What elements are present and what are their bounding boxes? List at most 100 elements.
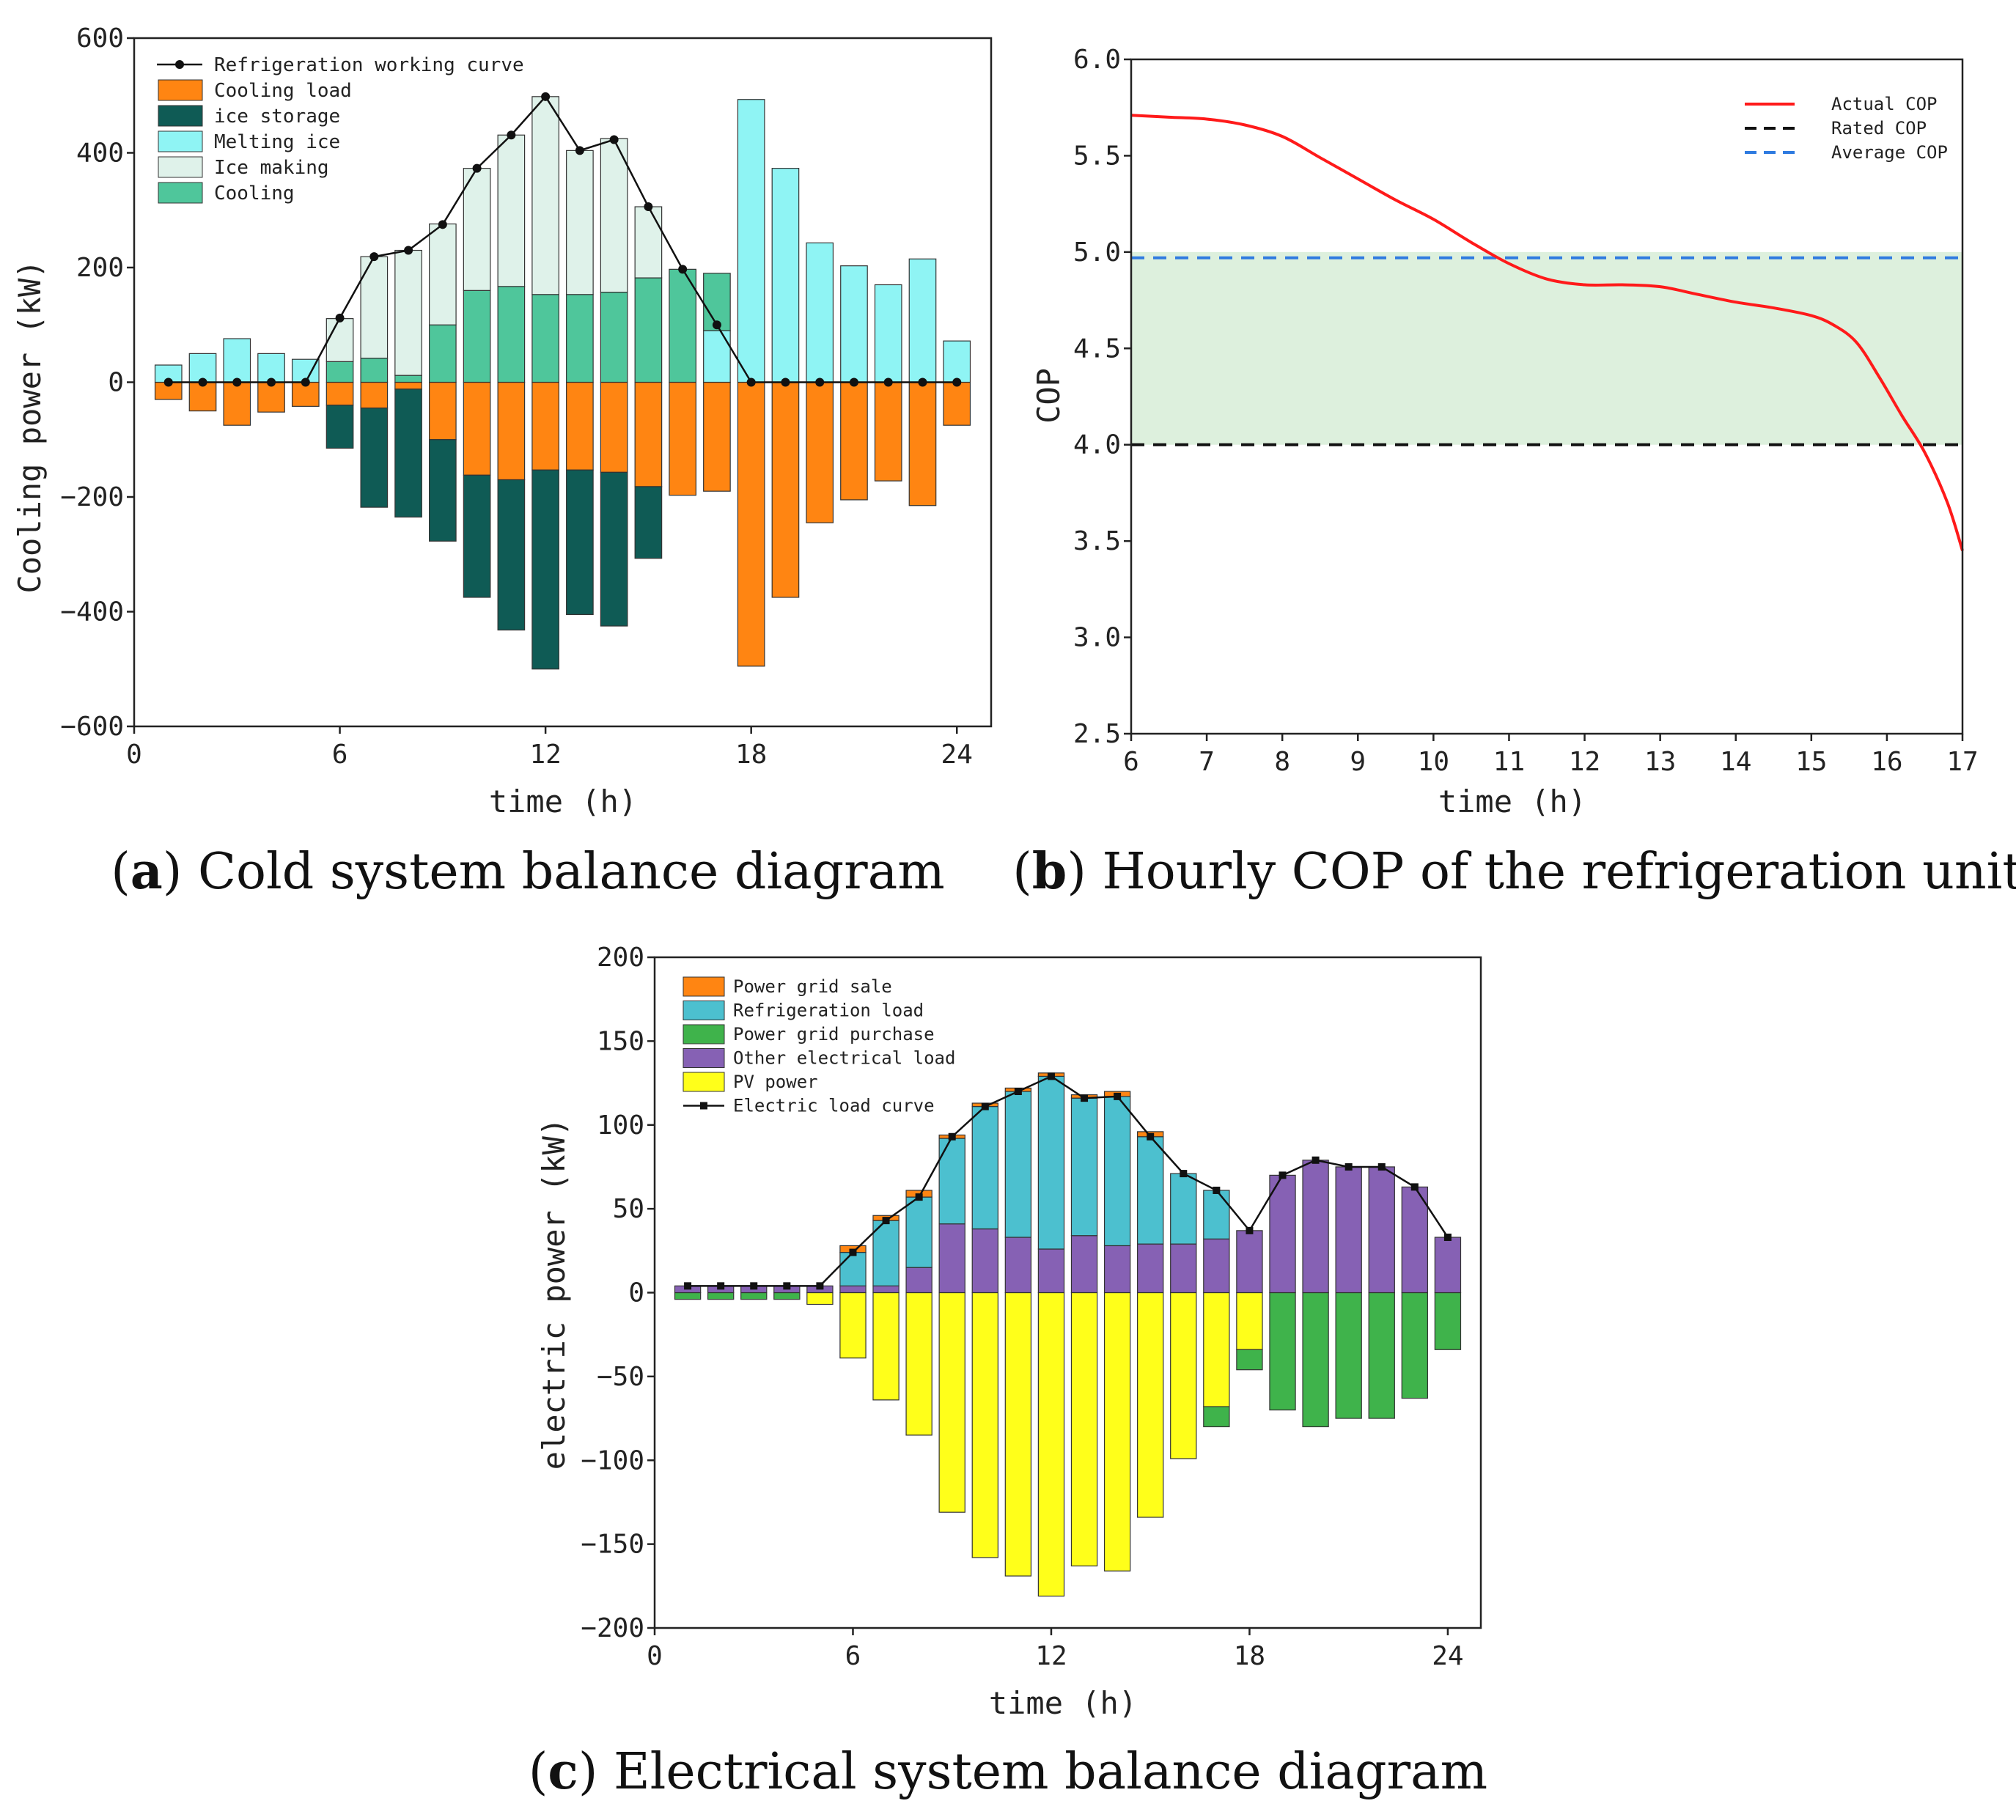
chart-c-bar-other-electrical-load: [971, 1228, 998, 1294]
chart-a-bar-cooling-load: [943, 381, 971, 426]
chart-c-bar-pv-power: [938, 1292, 965, 1513]
chart-c-ytick-label: 200: [597, 943, 644, 973]
chart-a-legend-label: Cooling: [214, 183, 295, 205]
chart-c-ytick-label: 100: [597, 1110, 644, 1141]
chart-c-ytick-label: −100: [581, 1445, 644, 1475]
chart-b-target-band: [1131, 251, 1962, 445]
chart-c-curve-point: [948, 1132, 956, 1141]
chart-c-curve-point: [717, 1282, 725, 1290]
chart-c-curve-point: [1410, 1183, 1419, 1191]
chart-c-curve-point: [915, 1193, 923, 1201]
caption-b: (b) Hourly COP of the refrigeration unit: [1012, 842, 2016, 901]
chart-c-bar-other-electrical-load: [1335, 1166, 1362, 1294]
chart-a-legend-marker: [175, 60, 184, 69]
chart-a-ytick-label: −400: [60, 597, 124, 627]
chart-a-curve-point: [849, 377, 858, 387]
chart-a-bar-ice-making: [325, 318, 354, 362]
chart-a-bar-cooling-load: [634, 381, 663, 487]
chart-c-bar-other-electrical-load: [1434, 1237, 1462, 1294]
chart-c-legend-label: PV power: [733, 1072, 818, 1092]
chart-c-bar-pv-power: [1170, 1292, 1197, 1459]
chart-a-bar-ice-storage: [497, 479, 526, 631]
chart-a-curve-point: [335, 313, 345, 323]
chart-b-legend: Actual COP Rated COP Average COP: [1745, 94, 1948, 163]
chart-c-bar-other-electrical-load: [1302, 1160, 1329, 1294]
chart-c-bar-other-electrical-load: [1037, 1248, 1065, 1294]
chart-b-legend-label: Rated COP: [1831, 118, 1927, 139]
chart-a-bar-cooling: [325, 361, 354, 383]
chart-b-xtick-label: 12: [1569, 747, 1600, 777]
chart-a-curve-point: [232, 377, 242, 387]
chart-a-curve-point: [678, 265, 688, 274]
chart-c-bar-other-electrical-load: [938, 1223, 965, 1294]
chart-a-ytick-label: 400: [76, 139, 124, 169]
chart-a-bar-cooling-load: [429, 381, 457, 441]
caption-c-letter: c: [548, 1742, 578, 1801]
chart-b-legend-label: Actual COP: [1831, 94, 1938, 114]
chart-a-bar-ice-storage: [634, 486, 663, 559]
chart-b-ylabel: COP: [1031, 368, 1067, 424]
chart-c-curve-point: [1047, 1072, 1055, 1080]
chart-c-curve-point: [1081, 1094, 1089, 1102]
chart-c-bar-refrigeration-load: [971, 1105, 998, 1230]
chart-c-xtick-label: 24: [1432, 1641, 1463, 1671]
chart-c-bar-other-electrical-load: [1137, 1243, 1164, 1294]
chart-c-curve-point: [1377, 1163, 1386, 1171]
chart-c-curve-point: [1311, 1156, 1320, 1164]
chart-c-bar-power-grid-purchase: [1368, 1292, 1395, 1419]
chart-a-bar-cooling-load: [600, 381, 628, 473]
chart-c-curve-point: [1443, 1234, 1452, 1242]
chart-c-bar-pv-power: [1037, 1292, 1065, 1597]
chart-c-legend-swatch: [683, 1048, 725, 1068]
chart-a-bar-melting-ice: [223, 338, 251, 383]
chart-b-xtick-label: 10: [1418, 747, 1449, 777]
chart-b-ytick-label: 4.5: [1073, 334, 1121, 364]
chart-a-bar-ice-storage: [429, 439, 457, 542]
chart-c-bar-pv-power: [1004, 1292, 1032, 1577]
chart-a-bar-ice-making: [497, 134, 526, 287]
chart-c-bar-pv-power: [1203, 1292, 1230, 1407]
chart-c-curve-point: [1180, 1170, 1188, 1178]
chart-b-ytick-label: 2.5: [1073, 719, 1121, 749]
chart-c-bar-other-electrical-load: [1401, 1186, 1429, 1294]
chart-a-curve-point: [883, 377, 893, 387]
chart-a-bar-cooling-load: [394, 381, 422, 390]
chart-c-bar-refrigeration-load: [1070, 1097, 1098, 1237]
chart-a-legend-swatch: [158, 130, 203, 152]
chart-a-curve-point: [712, 320, 721, 330]
chart-a-xtick-label: 0: [126, 740, 142, 770]
chart-a-legend-swatch: [158, 182, 203, 204]
chart-b-xtick-label: 16: [1871, 747, 1902, 777]
chart-a-bar-cooling-load: [463, 381, 491, 476]
chart-a-ylabel: Cooling power (kW): [12, 259, 48, 593]
chart-a-legend-label: Refrigeration working curve: [214, 54, 524, 76]
chart-b-xtick-label: 13: [1644, 747, 1676, 777]
caption-c: (c) Electrical system balance diagram: [529, 1742, 1487, 1801]
chart-a-bar-melting-ice: [703, 330, 731, 383]
chart-b-plot-area: [1130, 114, 1964, 551]
chart-b-xtick-label: 11: [1493, 747, 1525, 777]
caption-b-text: Hourly COP of the refrigeration unit: [1086, 843, 2016, 901]
chart-c-legend-swatch: [683, 1001, 725, 1020]
chart-a-xtick-label: 24: [941, 740, 973, 770]
chart-a-bar-cooling-load: [806, 381, 834, 523]
chart-c-curve-point: [1114, 1092, 1122, 1100]
chart-a-legend-label: ice storage: [214, 106, 340, 128]
chart-c-bar-other-electrical-load: [872, 1285, 900, 1294]
chart-a-bar-cooling-load: [325, 381, 354, 406]
chart-c-curve-point: [1344, 1163, 1353, 1171]
chart-c-xtick-label: 0: [647, 1641, 663, 1671]
chart-c-bar-pv-power: [806, 1292, 834, 1305]
chart-a-curve-point: [541, 92, 551, 101]
chart-c-bar-power-grid-purchase: [1302, 1292, 1329, 1428]
chart-c-curve-point: [1213, 1186, 1221, 1194]
chart-a-bar-melting-ice: [188, 353, 217, 383]
chart-c-legend-swatch: [683, 976, 725, 997]
chart-a-bar-cooling-load: [497, 381, 526, 481]
chart-c-bar-other-electrical-load: [1236, 1230, 1263, 1294]
chart-a-curve-point: [198, 377, 207, 387]
chart-c-bar-other-electrical-load: [1203, 1238, 1230, 1294]
chart-a-bar-cooling: [566, 294, 594, 383]
